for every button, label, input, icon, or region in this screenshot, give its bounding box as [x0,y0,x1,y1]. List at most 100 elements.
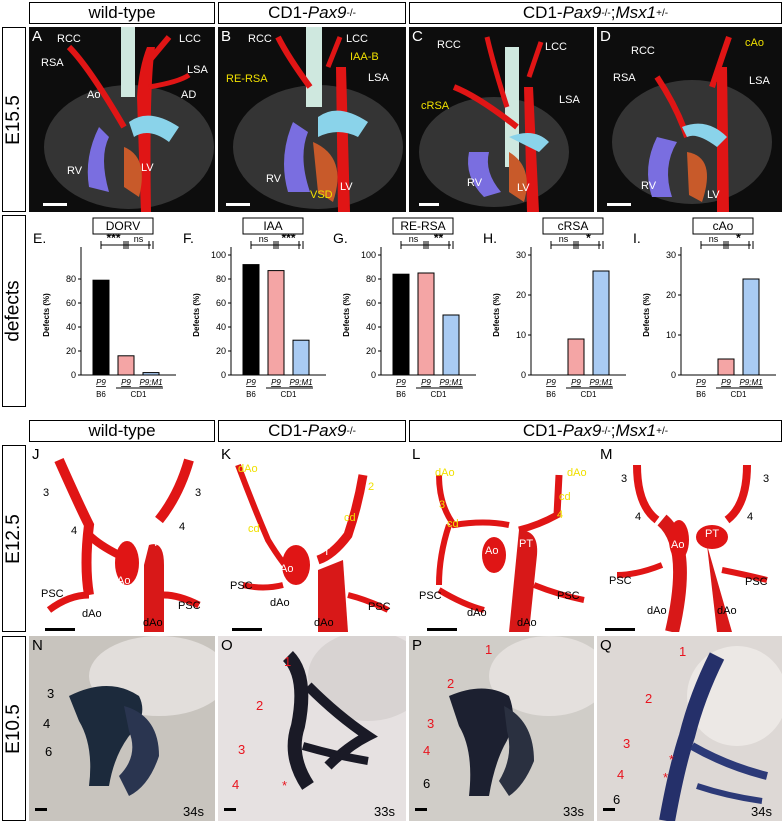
y-tick-label: 60 [216,298,226,308]
heart-illustration [233,27,403,212]
label-dao: dAo [314,617,334,629]
label-dao: dAo [647,605,667,617]
chart-title: RE-RSA [400,219,445,233]
y-axis-label: Defects (%) [192,293,201,337]
x-tick-label: P9 [721,378,731,387]
heart-illustration [44,27,214,212]
label-arch-1: 1 [679,644,687,659]
label-psc: PSC [41,588,64,600]
label-dao: dAo [143,617,163,629]
y-tick-label: 0 [221,370,226,380]
row-label-e155: E15.5 [2,27,26,212]
label-rsa: RSA [613,72,636,84]
label-cd: cd [248,523,260,535]
y-tick-label: 0 [671,370,676,380]
y-tick-label: 80 [66,274,76,284]
y-tick-label: 20 [66,346,76,356]
header-sup: -/- [346,425,356,437]
arteries-illustration [46,457,201,632]
significance-label: * [586,231,591,245]
label-cd: cd [447,518,459,530]
header-pax9-top: CD1- Pax9 -/- [218,2,406,24]
group-label: B6 [246,390,256,399]
bar [267,270,285,376]
panel-l-arch-arteries: L dAo dAo cd 3 cd 4 PT Ao PSC PSC dAo dA… [409,445,594,632]
chart-letter: I. [633,230,641,246]
x-tick-label: P9 [546,378,556,387]
scale-bar [607,203,631,206]
arteries-illustration [616,464,768,632]
label-4: 4 [71,525,78,537]
label-4: 4 [747,511,754,523]
y-tick-label: 80 [366,274,376,284]
somite-count: 34s [751,804,772,819]
significance-label: * [736,231,741,245]
significance-label: ns [409,234,419,244]
header-msx-top: CD1- Pax9 -/-; Msx1 +/- [409,2,782,24]
panel-c-3d-heart: C RCC LCC cRSA LSA RV LV [409,27,594,212]
defects-bar-charts: E. DORV Defects (%) 0 20 40 60 80 P9 P9 P9;M1 B6 CD1… [33,217,776,399]
y-tick-label: 0 [371,370,376,380]
significance-label: ns [709,234,719,244]
label-arch-2: 2 [447,676,455,691]
x-tick-label: P9;M1 [139,378,162,387]
panel-j-arch-arteries: J 3 3 4 4 PT Ao PSC PSC dAo dAo [29,445,215,632]
header-gene: Msx1 [615,3,657,22]
label-arch-6: 6 [45,744,53,759]
label-pt: PT [145,537,160,549]
header-msx-mid: CD1- Pax9 -/-; Msx1 +/- [409,420,782,442]
label-rcc: RCC [631,45,655,57]
scale-bar [232,628,262,631]
x-tick-label: P9 [421,378,431,387]
label-lv: LV [517,182,530,194]
label-4: 4 [635,511,642,523]
label-psc: PSC [557,590,580,602]
x-tick-label: P9 [571,378,581,387]
panel-letter: L [412,446,421,463]
label-asterisk: * [669,752,675,767]
chart-title-box [542,217,604,235]
significance-label: ns [259,234,269,244]
panel-n-embryo: N 3 4 6 34s [29,636,215,821]
chart-title: cAo [713,219,734,233]
bar [117,355,135,376]
label-dao: dAo [82,608,102,620]
x-tick-label: P9;M1 [439,378,462,387]
label-ao: Ao [485,545,499,557]
defects-charts-area: E. DORV Defects (%) 0 20 40 60 80 P9 P9 P9;M1 B6 CD1… [29,215,782,407]
label-lsa: LSA [187,64,208,76]
label-ao: Ao [280,563,294,575]
y-tick-label: 30 [516,250,526,260]
scale-bar [45,628,75,631]
bar [442,314,460,376]
chart-title-box [242,217,304,235]
y-tick-label: 20 [666,290,676,300]
header-sup: -/- [346,7,356,19]
y-tick-label: 40 [366,322,376,332]
panel-letter: P [412,637,423,654]
embryo-illustration [659,646,782,821]
label-arch-6: 6 [423,776,431,791]
x-tick-label: P9;M1 [589,378,612,387]
label-lv: LV [707,189,720,201]
label-lcc: LCC [545,41,568,53]
group-label: CD1 [730,390,747,399]
scale-bar [43,203,67,206]
label-lv: LV [340,181,353,193]
y-tick-label: 0 [71,370,76,380]
label-cd: cd [344,512,356,524]
group-label: B6 [396,390,406,399]
header-sup: -/- [601,425,611,437]
label-crsa: cRSA [421,100,450,112]
group-label: B6 [546,390,556,399]
header-gene: Pax9 [562,421,602,440]
panel-letter: Q [600,637,612,654]
header-prefix: CD1- [522,3,563,22]
row-label-text: E10.5 [3,703,24,754]
label-lcc: LCC [179,33,202,45]
row-label-text: E15.5 [3,94,24,145]
panel-letter: M [600,446,613,463]
chart-letter: E. [33,230,46,246]
y-tick-label: 80 [216,274,226,284]
label-dao: dAo [435,467,455,479]
